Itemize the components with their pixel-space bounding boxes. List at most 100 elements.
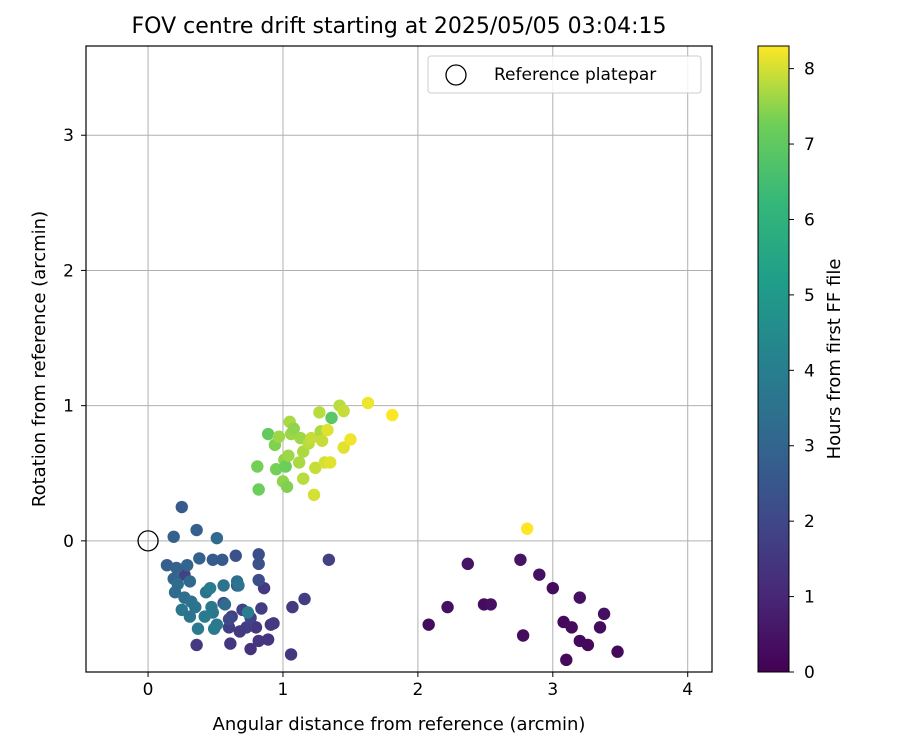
data-point (252, 483, 265, 496)
data-point (287, 422, 300, 435)
colorbar-tick-label: 3 (804, 437, 815, 457)
data-point (255, 602, 268, 615)
data-point (193, 552, 206, 565)
legend-reference-marker (445, 64, 467, 86)
data-point (307, 488, 321, 502)
y-tick-label: 0 (63, 532, 74, 552)
data-point (261, 427, 275, 441)
y-tick-label: 2 (63, 261, 74, 281)
data-point (286, 600, 299, 614)
data-point (244, 642, 257, 656)
chart-title: FOV centre drift starting at 2025/05/05 … (132, 14, 667, 39)
data-point (222, 613, 236, 626)
data-point (315, 434, 329, 447)
data-point (180, 558, 194, 572)
data-point (252, 548, 265, 561)
x-tick-label: 2 (412, 680, 423, 700)
data-point (168, 586, 182, 599)
x-tick-label: 1 (278, 680, 289, 700)
colorbar-tick-label: 5 (804, 286, 815, 306)
data-point (292, 456, 306, 469)
data-point (229, 549, 242, 562)
data-point (322, 553, 336, 566)
data-point (261, 633, 275, 646)
colorbar-tick-label: 4 (804, 361, 815, 381)
data-point (573, 591, 586, 604)
colorbar-tick-label: 1 (804, 588, 815, 608)
data-point (323, 456, 337, 469)
y-axis-ticks: 0 1 2 3 (63, 126, 86, 552)
data-point (183, 610, 197, 623)
data-point (560, 653, 573, 667)
colorbar-tick-label: 8 (804, 60, 815, 80)
data-point (309, 461, 322, 475)
colorbar-label: Hours from first FF file (824, 259, 845, 460)
y-axis-label: Rotation from reference (arcmin) (29, 211, 50, 507)
colorbar-tick-label: 2 (804, 512, 815, 532)
data-point (189, 600, 202, 614)
data-point (484, 598, 497, 611)
data-point (611, 645, 624, 658)
data-point (252, 634, 265, 648)
x-tick-label: 0 (143, 680, 154, 700)
data-point (461, 557, 475, 571)
data-point (210, 531, 224, 545)
data-point (160, 558, 174, 572)
y-tick-label: 1 (63, 397, 74, 417)
y-tick-label: 3 (63, 126, 74, 146)
data-point (190, 523, 203, 537)
data-point (183, 575, 197, 588)
data-point (224, 637, 237, 650)
data-point (191, 622, 205, 635)
data-point (298, 592, 311, 606)
colorbar-ticks: 0 1 2 3 4 5 6 7 8 (789, 60, 815, 683)
data-point (325, 411, 338, 425)
data-point (251, 460, 264, 473)
data-point (305, 431, 318, 445)
legend-box (427, 55, 702, 94)
data-point (313, 406, 326, 419)
data-point (249, 621, 263, 634)
data-point (337, 404, 350, 418)
data-point (203, 581, 217, 595)
data-point (581, 638, 595, 652)
data-point (593, 621, 607, 634)
data-point (241, 606, 255, 619)
data-point (284, 648, 298, 661)
colorbar (757, 45, 790, 673)
colorbar-tick-label: 0 (804, 663, 815, 683)
data-point (233, 625, 247, 638)
data-point (361, 396, 375, 410)
plot-frame (85, 45, 713, 673)
data-point (252, 573, 265, 587)
data-point (321, 423, 334, 437)
colorbar-tick-label: 6 (804, 210, 815, 230)
data-point (198, 610, 211, 623)
data-point (272, 430, 286, 443)
reference-platepar-marker (137, 530, 159, 552)
data-point (282, 449, 295, 462)
data-point (597, 607, 611, 621)
data-point (516, 629, 530, 642)
legend: Reference platepar (427, 55, 702, 94)
x-tick-label: 3 (547, 680, 558, 700)
data-point (175, 500, 188, 514)
data-point (218, 598, 232, 611)
data-point (546, 581, 560, 595)
data-point (252, 557, 265, 571)
data-point (533, 568, 546, 581)
data-point (270, 462, 283, 476)
data-point (232, 579, 245, 592)
x-tick-label: 4 (682, 680, 693, 700)
data-point (344, 433, 357, 446)
data-point (280, 480, 294, 493)
data-points (160, 396, 624, 667)
x-axis-label: Angular distance from reference (arcmin) (213, 714, 586, 735)
data-point (279, 460, 292, 473)
data-point (520, 522, 534, 535)
legend-entry-reference: Reference platepar (494, 65, 656, 85)
data-point (190, 638, 203, 652)
data-point (267, 617, 280, 630)
